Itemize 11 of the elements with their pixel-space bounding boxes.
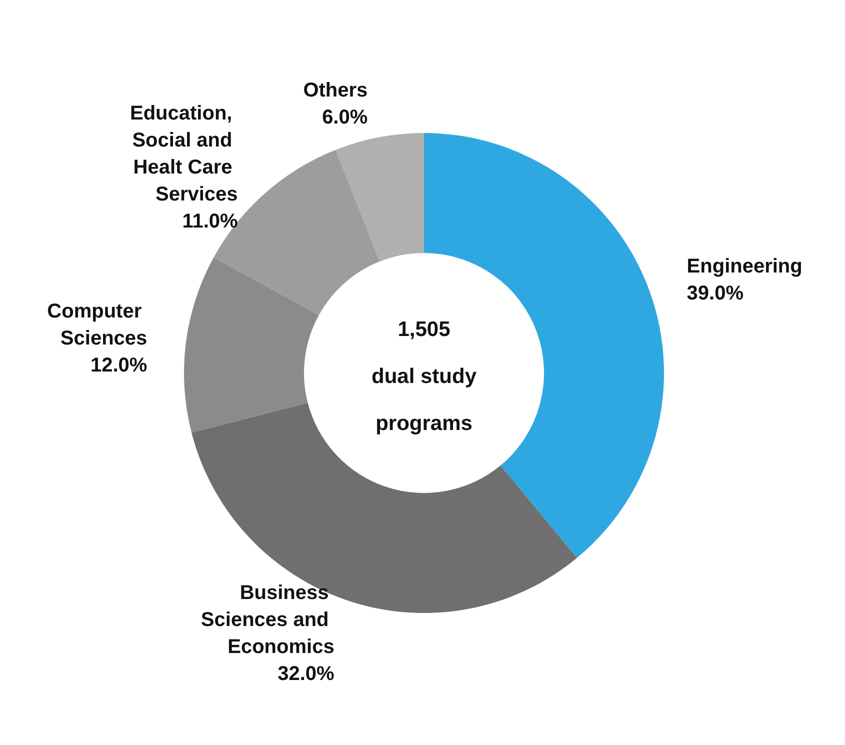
slice-label: Computer Sciences [47, 300, 148, 350]
slice-label: Education, Social and Healt Care Services [130, 102, 238, 206]
text: 1,505 dual study programs [371, 318, 477, 435]
data-label: 6.0% [322, 106, 368, 128]
slice-label: Business Sciences and Economics [200, 582, 334, 658]
slice-label: Engineering [686, 256, 802, 278]
data-label: 12.0% [90, 354, 148, 377]
data-label: 11.0% [182, 210, 238, 232]
data-label: 32.0% [278, 663, 335, 686]
slice-label: Others [303, 79, 368, 102]
data-label: 39.0% [686, 282, 744, 305]
